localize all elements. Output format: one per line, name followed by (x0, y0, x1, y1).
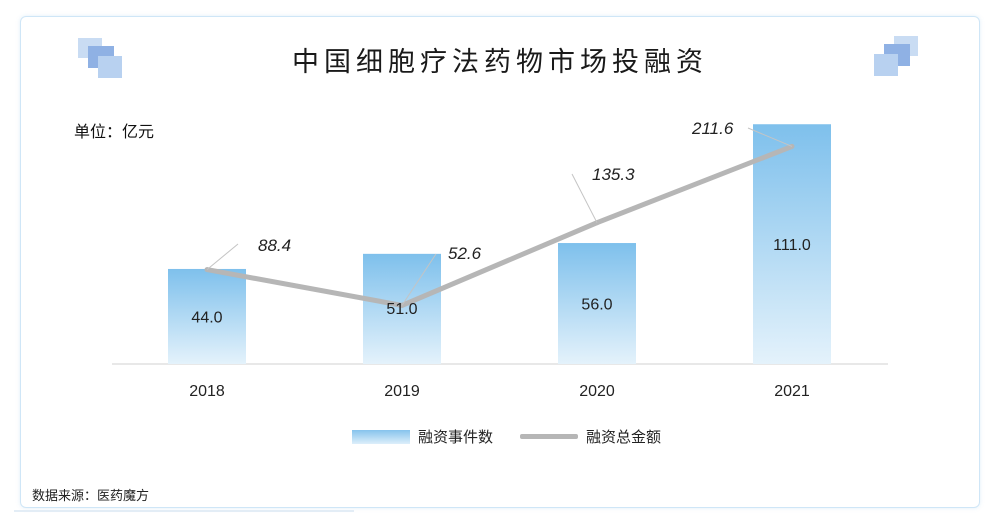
chart-title: 中国细胞疗法药物市场投融资 (292, 47, 708, 78)
line-label-2019: 52.6 (448, 244, 482, 263)
legend-bar-label: 融资事件数 (418, 428, 494, 446)
bar-2019 (363, 253, 441, 364)
data-source: 数据来源：医药魔方 (32, 489, 150, 504)
frame-bottom-accent (14, 510, 354, 512)
bar-2018 (168, 268, 246, 364)
corner-decoration-right (874, 36, 922, 78)
line-label-leader-2019 (401, 253, 437, 306)
line-label-leader-2020 (571, 173, 598, 223)
bar-2020 (558, 243, 636, 364)
x-tick-2020: 2020 (579, 383, 615, 400)
bar-2021 (753, 124, 831, 365)
line-label-2021: 211.6 (691, 119, 734, 138)
x-tick-2021: 2021 (774, 383, 810, 400)
bar-label-2019: 51.0 (386, 301, 417, 318)
bar-label-2020: 56.0 (581, 297, 612, 314)
corner-decoration-left (78, 38, 126, 80)
chart-frame (20, 16, 980, 508)
x-tick-2019: 2019 (384, 383, 420, 400)
x-tick-2018: 2018 (189, 383, 225, 400)
bar-label-2021: 111.0 (773, 237, 811, 254)
legend-line-label: 融资总金额 (586, 428, 662, 446)
legend-bar-swatch (352, 429, 410, 444)
unit-label: 单位：亿元 (74, 122, 155, 141)
line-series (206, 144, 793, 308)
line-label-2020: 135.3 (592, 165, 635, 184)
legend-line: 融资总金额 (520, 426, 661, 447)
line-label-leader-2021 (747, 127, 793, 147)
legend-bar: 融资事件数 (352, 426, 493, 447)
bar-label-2018: 44.0 (191, 309, 222, 326)
legend-line-swatch (520, 434, 578, 439)
line-label-leader-2018 (206, 243, 239, 270)
line-label-2018: 88.4 (258, 236, 291, 255)
